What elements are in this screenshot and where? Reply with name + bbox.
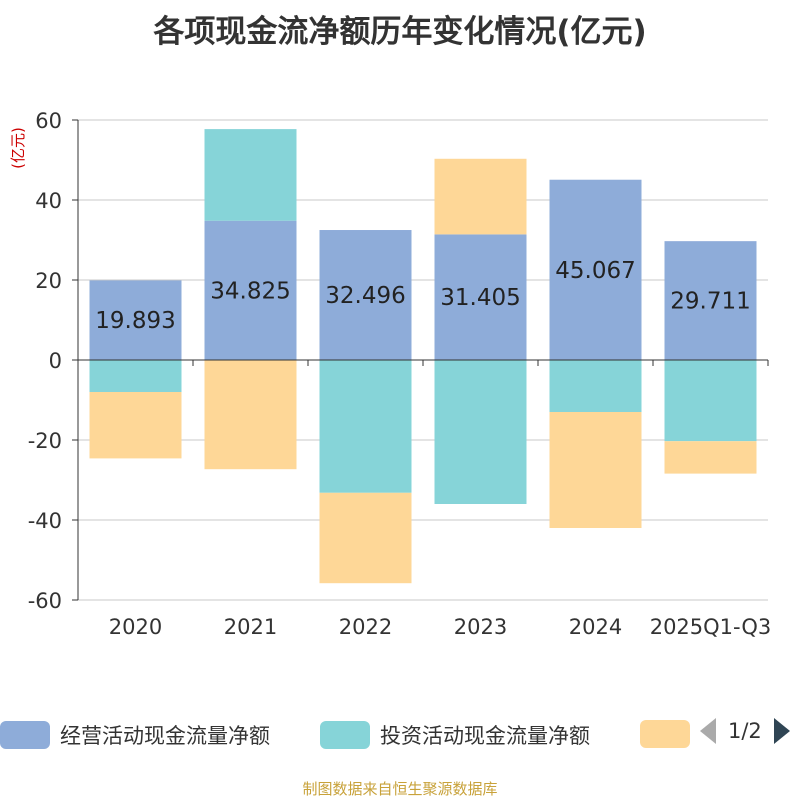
axes: 60 40 20 0 -20 -40 -60 2020 2021 2022 2023 2024 2025…: [28, 109, 772, 639]
legend-item-2[interactable]: [640, 720, 700, 748]
bar-2: [89, 360, 182, 392]
legend-pager: 1/2: [700, 718, 790, 744]
y-axis-label: (亿元): [9, 127, 27, 169]
bar-3: [664, 441, 757, 474]
legend-label: 投资活动现金流量净额: [380, 724, 590, 748]
y-tick-label: -20: [28, 429, 62, 453]
legend: 经营活动现金流量净额 投资活动现金流量净额 1/2: [0, 716, 800, 756]
legend-page-indicator: 1/2: [728, 719, 762, 743]
y-tick-label: 20: [35, 269, 62, 293]
bar-2: [434, 360, 527, 504]
grid-lines: [78, 119, 768, 601]
bar-1: [549, 179, 642, 360]
bar-3: [89, 392, 182, 459]
bar-3: [204, 360, 297, 470]
bar-3: [549, 412, 642, 528]
x-tick-label: 2021: [224, 615, 277, 639]
data-label: 29.711: [670, 289, 750, 315]
y-tick-label: -60: [28, 589, 62, 613]
x-tick-label: 2020: [109, 615, 162, 639]
bar-1: [664, 241, 757, 360]
data-label: 31.405: [440, 285, 520, 311]
data-label: 19.893: [95, 308, 175, 334]
legend-item-1[interactable]: 投资活动现金流量净额: [320, 720, 590, 750]
legend-swatch: [320, 721, 370, 749]
y-tick-label: -40: [28, 509, 62, 533]
bar-2: [664, 360, 757, 442]
triangle-left-icon[interactable]: [700, 718, 716, 744]
x-tick-label: 2025Q1-Q3: [650, 615, 772, 639]
x-tick-label: 2024: [569, 615, 622, 639]
data-label: 34.825: [210, 278, 290, 304]
bar-1: [434, 234, 527, 360]
legend-swatch: [0, 721, 50, 749]
x-tick-label: 2023: [454, 615, 507, 639]
y-tick-label: 0: [49, 349, 62, 373]
data-label: 32.496: [325, 283, 405, 309]
bar-1: [89, 280, 182, 360]
y-tick-label: 60: [35, 109, 62, 133]
stacked-bar-chart: 60 40 20 0 -20 -40 -60 2020 2021 2022 2023 2024 2025…: [9, 109, 772, 639]
legend-swatch: [640, 720, 690, 748]
y-tick-label: 40: [35, 189, 62, 213]
bar-1: [204, 220, 297, 360]
bar-2: [549, 360, 642, 412]
bars: [89, 129, 757, 584]
triangle-right-icon[interactable]: [773, 718, 790, 744]
legend-label: 经营活动现金流量净额: [60, 724, 270, 748]
data-labels: 19.893 34.825 32.496 31.405 45.067 29.711: [95, 258, 750, 334]
bar-2: [319, 360, 412, 493]
source-note: 制图数据来自恒生聚源数据库: [302, 780, 498, 798]
x-tick-label: 2022: [339, 615, 392, 639]
bar-2: [204, 129, 297, 221]
data-label: 45.067: [555, 258, 635, 284]
bar-3: [434, 158, 527, 235]
bar-3: [319, 492, 412, 584]
bar-1: [319, 230, 412, 360]
legend-item-0[interactable]: 经营活动现金流量净额: [0, 720, 270, 750]
chart-title: 各项现金流净额历年变化情况(亿元): [153, 14, 647, 50]
